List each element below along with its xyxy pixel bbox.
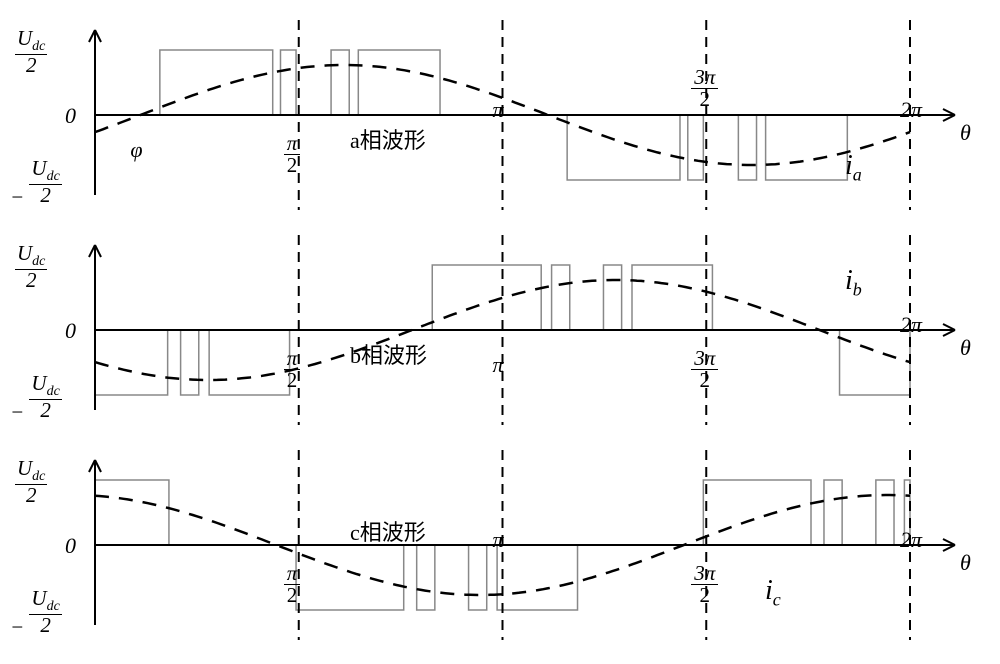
y-label-pos: Udc2 xyxy=(15,243,47,291)
panel-title: a相波形 xyxy=(350,123,426,155)
x-tick: 2π xyxy=(900,312,922,338)
y-label-neg: − Udc2 xyxy=(10,373,62,423)
waveform-panel-2: Udc2 0 − Udc2 π2 π 3π2 2π θ c相波形 ic xyxy=(10,445,990,645)
waveform-diagram: Udc20− Udc2φπ2π3π22πθa相波形iaUdc20− Udc2π2… xyxy=(10,10,990,654)
theta-label: θ xyxy=(960,120,971,146)
x-tick: π xyxy=(493,352,504,378)
panel-title: c相波形 xyxy=(350,515,426,547)
x-tick: π2 xyxy=(284,348,301,391)
y-label-neg: − Udc2 xyxy=(10,588,62,638)
y-label-neg: − Udc2 xyxy=(10,158,62,208)
x-tick: 2π xyxy=(900,527,922,553)
y-label-zero: 0 xyxy=(65,533,76,559)
waveform-panel-0: Udc2 0 − Udc2 φ π2 π 3π2 2π θ a相波形 ia xyxy=(10,15,990,215)
x-tick: φ xyxy=(130,137,142,163)
x-tick: π xyxy=(493,527,504,553)
y-label-pos: Udc2 xyxy=(15,458,47,506)
x-tick: π2 xyxy=(284,563,301,606)
x-tick: 3π2 xyxy=(691,563,718,606)
y-label-pos: Udc2 xyxy=(15,28,47,76)
theta-label: θ xyxy=(960,550,971,576)
x-tick: 2π xyxy=(900,97,922,123)
current-label: ic xyxy=(765,575,781,611)
current-label: ia xyxy=(845,150,862,186)
panel-title: b相波形 xyxy=(350,338,427,370)
theta-label: θ xyxy=(960,335,971,361)
waveform-panel-1: Udc2 0 − Udc2 π2 π 3π2 2π θ b相波形 ib xyxy=(10,230,990,430)
x-tick: 3π2 xyxy=(691,67,718,110)
y-label-zero: 0 xyxy=(65,103,76,129)
current-label: ib xyxy=(845,265,862,301)
x-tick: 3π2 xyxy=(691,348,718,391)
x-tick: π xyxy=(493,97,504,123)
y-label-zero: 0 xyxy=(65,318,76,344)
x-tick: π2 xyxy=(284,133,301,176)
